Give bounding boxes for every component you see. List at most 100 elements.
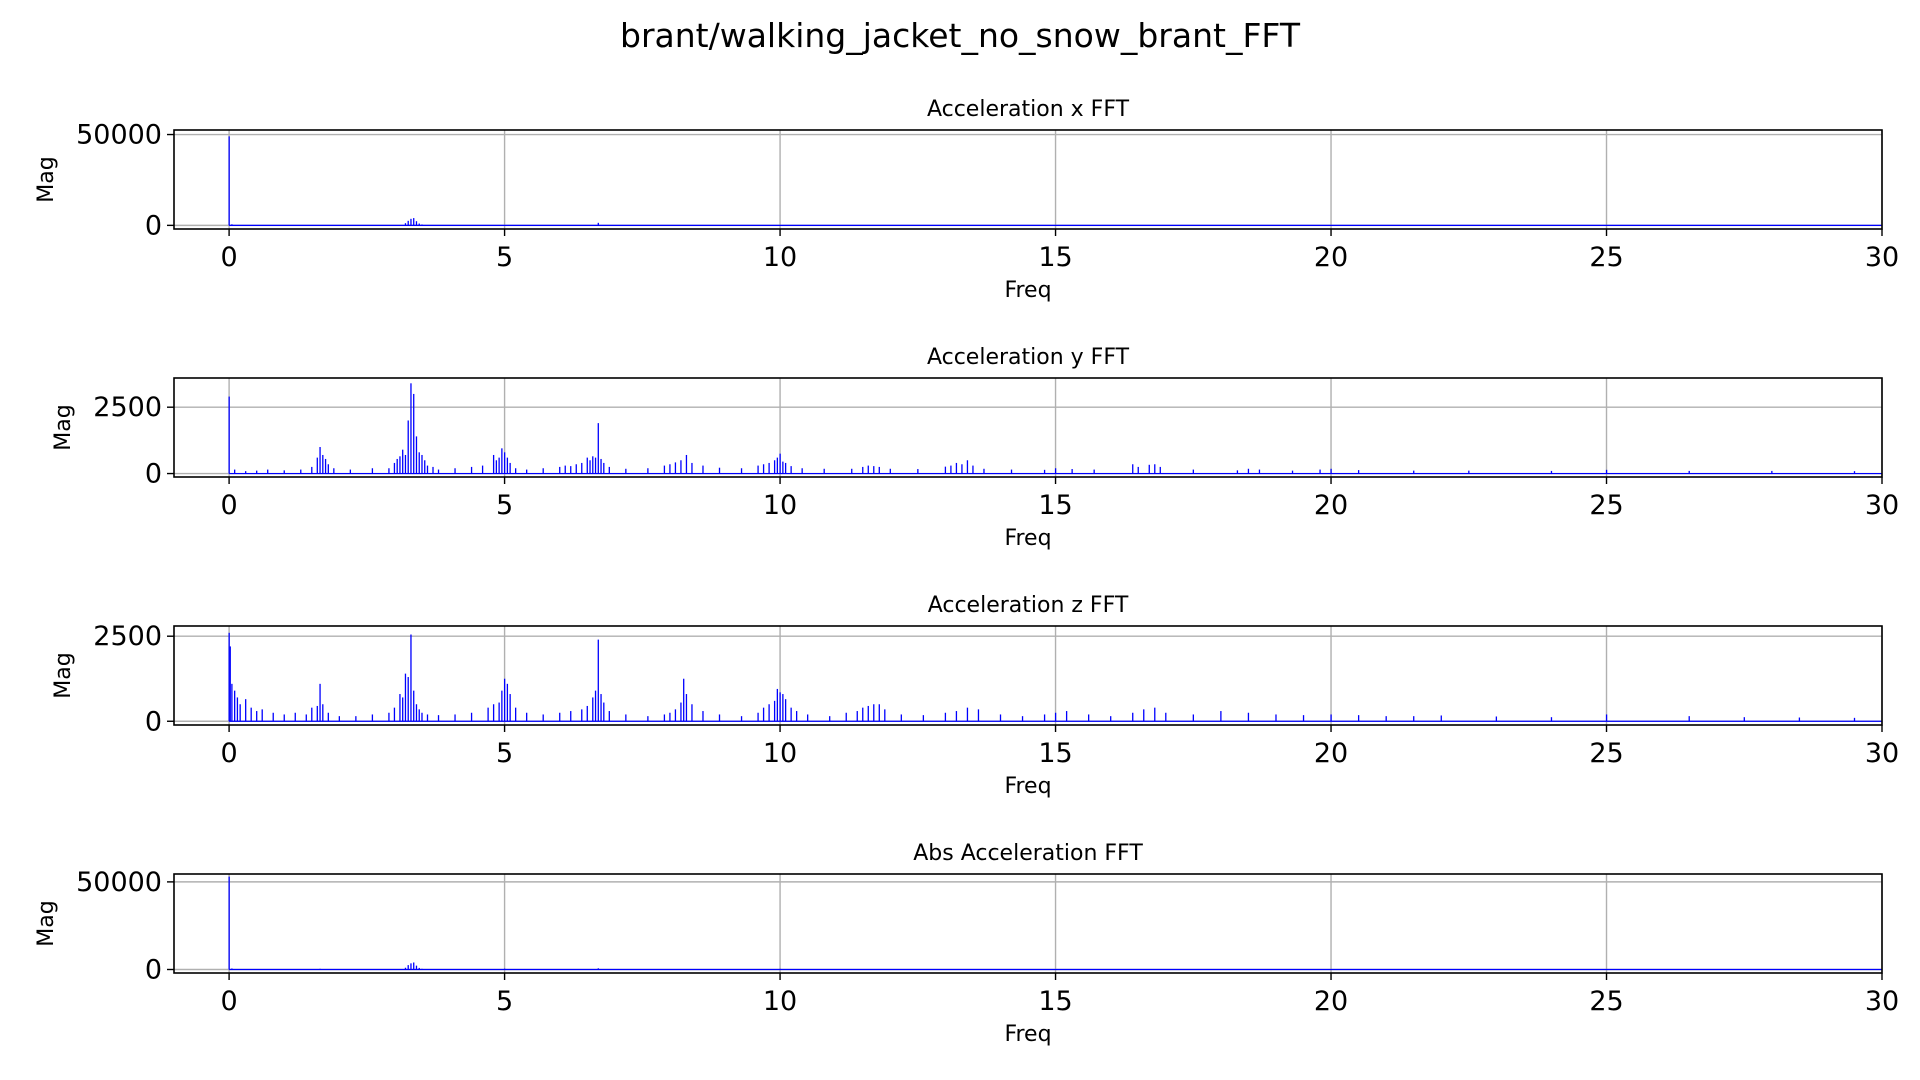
fft-bar [503, 968, 506, 970]
fft-bar [768, 704, 770, 722]
fft-bar [1771, 470, 1773, 474]
fft-bar [944, 712, 947, 722]
fft-bar [1093, 469, 1095, 474]
fft-bar [393, 462, 396, 474]
y-tick-label: 0 [145, 210, 162, 241]
fft-bar [1159, 466, 1161, 474]
fft-bar [413, 393, 415, 474]
fft-bar [594, 690, 597, 722]
fft-bar [1054, 712, 1057, 722]
x-axis-label: Freq [1004, 526, 1051, 551]
fft-bar [867, 705, 869, 722]
fft-bar [779, 453, 781, 474]
fft-bar [663, 714, 666, 722]
fft-bar [625, 714, 627, 722]
fft-bar [1413, 716, 1415, 722]
fft-bar [492, 704, 495, 722]
fft-bar [410, 963, 412, 970]
fft-bar [402, 697, 404, 722]
fft-bar [261, 709, 263, 722]
fft-bar [294, 712, 296, 722]
fft-bar [1853, 471, 1856, 474]
fft-bar [421, 454, 423, 474]
fft-bar [407, 677, 409, 722]
fft-bar [1550, 717, 1553, 722]
fft-bar [862, 707, 864, 722]
fft-bar [776, 688, 779, 722]
fft-bar [415, 436, 418, 474]
fft-bar [327, 712, 329, 722]
fft-bar [878, 704, 880, 722]
fft-bar [236, 697, 239, 722]
x-tick-label: 25 [1589, 490, 1623, 521]
fft-bar [437, 469, 440, 474]
x-tick-label: 0 [221, 738, 238, 769]
fft-bar [972, 465, 974, 474]
x-tick-label: 5 [496, 490, 513, 521]
x-tick-label: 15 [1038, 986, 1072, 1017]
fft-bar [393, 707, 396, 722]
fft-bar [371, 714, 374, 722]
fft-bar [1065, 711, 1068, 722]
fft-bar [542, 714, 544, 722]
fft-bar [1088, 714, 1090, 722]
fft-bar [600, 458, 602, 474]
fft-bar [669, 712, 671, 722]
fft-bar [413, 690, 415, 722]
fft-bar [418, 709, 420, 722]
y-axis-label: Mag [34, 156, 59, 202]
x-tick-label: 30 [1865, 242, 1899, 273]
fft-bar [311, 707, 313, 722]
fft-bar [581, 462, 583, 474]
fft-bar [228, 136, 230, 226]
fft-bar [608, 711, 610, 722]
fft-bar [950, 465, 952, 474]
fft-bar [410, 218, 412, 226]
fft-bar [983, 468, 985, 474]
figure-title: brant/walking_jacket_no_snow_brant_FFT [620, 16, 1301, 55]
fft-bar [873, 704, 875, 722]
fft-bar [239, 704, 241, 722]
y-tick-label: 50000 [76, 867, 162, 898]
fft-bar [1165, 712, 1167, 722]
fft-bar [399, 694, 401, 722]
x-tick-label: 15 [1038, 242, 1072, 273]
fft-bar [1853, 717, 1856, 722]
fft-bar [495, 460, 498, 474]
fft-bar [418, 223, 420, 226]
fft-bar [245, 699, 247, 722]
fft-bar [515, 468, 517, 474]
fft-bar [410, 383, 412, 474]
fft-bar [1071, 469, 1073, 474]
fft-bar [680, 460, 682, 474]
x-tick-label: 25 [1589, 738, 1623, 769]
x-tick-label: 20 [1314, 738, 1348, 769]
fft-bar [515, 707, 517, 722]
fft-bar [581, 709, 583, 722]
subplot-title: Acceleration y FFT [927, 345, 1130, 370]
fft-bar [388, 712, 390, 722]
fft-bar [1291, 470, 1294, 474]
subplot-acceleration-y: Acceleration y FFT 0 5 10 15 20 25 30 0 2500 Freq M… [51, 345, 1899, 551]
fft-bar [228, 632, 230, 722]
x-tick-label: 10 [763, 242, 797, 273]
fft-bar [319, 447, 321, 474]
x-tick-label: 0 [221, 490, 238, 521]
fft-bar [1148, 464, 1150, 474]
fft-bar [900, 714, 902, 722]
fft-bar [1302, 715, 1305, 722]
fft-bar [1688, 716, 1690, 722]
x-tick-label: 10 [763, 738, 797, 769]
fft-bar [977, 709, 980, 722]
fft-bar [402, 449, 404, 474]
fft-bar [1798, 717, 1801, 722]
fft-bar [1495, 716, 1498, 722]
fft-bar [509, 462, 511, 474]
fft-bar [768, 462, 770, 474]
fft-bar [256, 470, 258, 474]
fft-bar [884, 709, 886, 722]
fft-bar [873, 466, 875, 474]
fft-bar [1319, 469, 1321, 474]
fft-bar [597, 423, 599, 474]
